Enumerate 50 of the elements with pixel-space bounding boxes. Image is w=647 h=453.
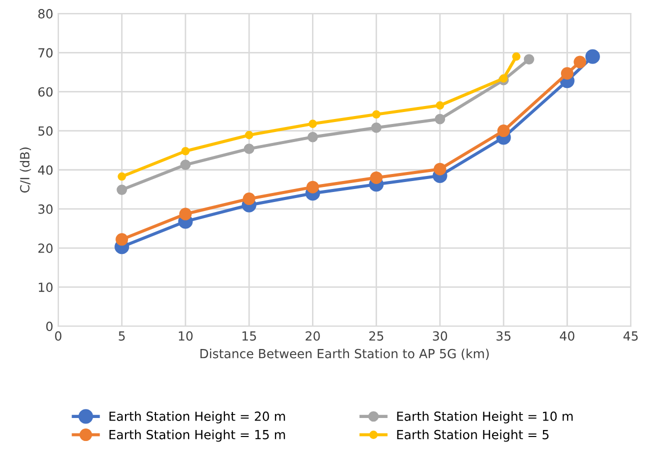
x-tick-label: 5: [118, 331, 125, 341]
point: [499, 74, 508, 83]
point: [116, 184, 128, 196]
point: [497, 124, 510, 138]
point: [434, 162, 446, 176]
y-tick-label: 70: [38, 48, 53, 58]
point: [308, 132, 318, 142]
point: [524, 54, 534, 65]
point: [181, 146, 190, 156]
point: [585, 49, 600, 64]
point: [512, 52, 520, 61]
y-tick-label: 10: [38, 282, 53, 292]
point: [372, 110, 381, 119]
point: [118, 172, 126, 181]
point: [306, 180, 319, 194]
y-tick-label: 60: [38, 87, 53, 97]
y-tick-label: 0: [46, 322, 53, 332]
x-tick-label: 25: [369, 331, 384, 341]
y-tick-label: 30: [38, 204, 53, 214]
point: [574, 56, 586, 68]
x-tick-label: 20: [306, 331, 320, 341]
legend-label: Earth Station Height = 15 m: [110, 430, 285, 442]
point: [560, 67, 574, 80]
legend-label: Earth Station Height = 20 m: [110, 411, 285, 424]
point: [308, 120, 317, 128]
legend-label: Earth Station Height = 5: [397, 430, 549, 442]
y-tick-label: 40: [38, 165, 53, 175]
x-tick-label: 30: [432, 331, 448, 341]
y-axis-title: C/I (dB): [20, 148, 31, 193]
point: [370, 171, 383, 184]
x-tick-label: 35: [496, 331, 510, 341]
point: [244, 144, 254, 154]
x-tick-label: 15: [242, 331, 256, 341]
point: [434, 114, 446, 124]
x-tick-label: 10: [178, 331, 193, 341]
y-tick-label: 80: [38, 9, 53, 19]
point: [116, 233, 128, 246]
x-tick-label: 40: [560, 331, 574, 341]
x-tick-label: 45: [623, 331, 638, 341]
point: [180, 160, 191, 170]
point: [371, 122, 382, 133]
point: [244, 130, 254, 140]
legend-label: Earth Station Height = 10 m: [397, 411, 573, 424]
y-tick-label: 20: [38, 243, 53, 253]
x-tick-label: 0: [55, 331, 62, 341]
point: [436, 101, 444, 110]
y-tick-label: 50: [38, 126, 53, 136]
x-axis-title: Distance Between Earth Station to AP 5G (km): [200, 348, 489, 360]
point: [242, 192, 256, 206]
point: [179, 208, 192, 220]
